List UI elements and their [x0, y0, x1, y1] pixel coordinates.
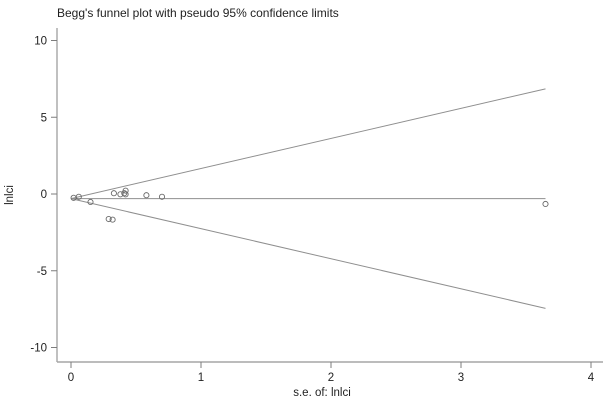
y-axis-title: lnlci — [4, 185, 16, 205]
study-point — [109, 216, 116, 223]
chart-title: Begg's funnel plot with pseudo 95% confi… — [57, 6, 339, 20]
x-tick-label: 2 — [328, 372, 334, 384]
plot-area: 10 5 0 -5 -10 0 1 2 3 4 — [30, 28, 603, 384]
study-point — [122, 187, 129, 194]
study-point — [158, 193, 166, 200]
x-tick-label: 3 — [458, 372, 464, 384]
study-point — [143, 192, 150, 199]
study-point — [122, 191, 129, 198]
x-tick-label: 1 — [198, 372, 204, 384]
upper-confidence-limit-line — [70, 88, 546, 200]
study-point — [105, 215, 112, 223]
y-tick-label: -10 — [30, 343, 47, 355]
x-axis-title: s.e. of: lnlci — [293, 387, 351, 399]
y-tick-label: -5 — [37, 266, 47, 278]
x-tick-label: 0 — [68, 372, 74, 384]
y-tick-label: 0 — [41, 189, 47, 201]
study-point — [110, 190, 117, 197]
lower-confidence-limit-line — [70, 198, 546, 309]
y-tick-label: 5 — [41, 112, 47, 124]
y-tick-label: 10 — [34, 36, 47, 48]
study-point — [75, 193, 82, 200]
study-point — [542, 200, 549, 208]
study-point — [87, 198, 94, 206]
x-tick-label: 4 — [588, 372, 595, 384]
